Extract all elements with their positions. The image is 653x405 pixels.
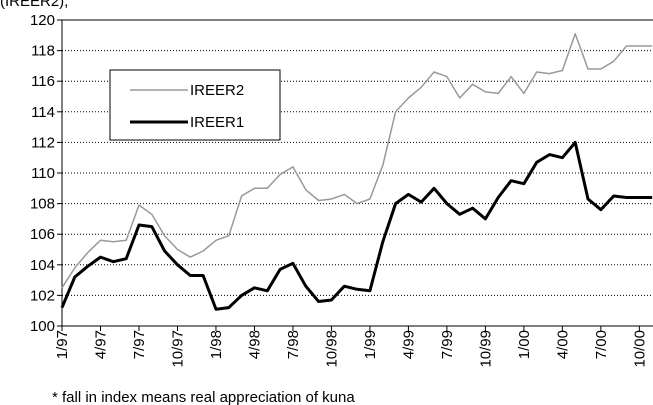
y-tick-label: 110 bbox=[31, 165, 55, 182]
x-tick-label: 10/00 bbox=[631, 330, 648, 368]
x-tick-label: 4/99 bbox=[400, 330, 417, 359]
x-tick-label: 1/00 bbox=[516, 330, 533, 359]
y-tick-label: 108 bbox=[30, 196, 55, 213]
y-tick-label: 106 bbox=[30, 226, 55, 243]
legend-label: IREER1 bbox=[190, 114, 244, 131]
x-tick-label: 4/00 bbox=[554, 330, 571, 359]
x-tick-label: 7/97 bbox=[131, 330, 148, 359]
y-tick-label: 120 bbox=[30, 12, 55, 29]
y-tick-label: 104 bbox=[30, 257, 55, 274]
x-tick-label: 7/00 bbox=[593, 330, 610, 359]
y-tick-label: 116 bbox=[31, 73, 55, 90]
chart-title: (IREER2), bbox=[0, 0, 68, 10]
footnote: * fall in index means real appreciation … bbox=[52, 389, 355, 405]
x-tick-label: 1/97 bbox=[54, 330, 71, 359]
y-tick-label: 114 bbox=[31, 104, 55, 121]
x-tick-label: 7/98 bbox=[285, 330, 302, 359]
y-tick-label: 102 bbox=[30, 287, 55, 304]
legend-box bbox=[109, 69, 281, 141]
x-tick-label: 10/99 bbox=[477, 330, 494, 368]
y-tick-label: 118 bbox=[31, 43, 55, 60]
x-tick-label: 10/98 bbox=[323, 330, 340, 368]
x-tick-label: 7/99 bbox=[439, 330, 456, 359]
y-tick-label: 112 bbox=[31, 134, 55, 151]
series-line bbox=[61, 33, 653, 289]
x-tick-label: 1/99 bbox=[362, 330, 379, 359]
x-tick-label: 4/98 bbox=[246, 330, 263, 359]
x-tick-label: 10/97 bbox=[169, 330, 186, 368]
legend-label: IREER2 bbox=[190, 82, 244, 99]
x-tick-label: 1/98 bbox=[208, 330, 225, 359]
series-line bbox=[60, 140, 653, 311]
x-tick-label: 4/97 bbox=[92, 330, 109, 359]
y-tick-label: 100 bbox=[30, 318, 55, 335]
